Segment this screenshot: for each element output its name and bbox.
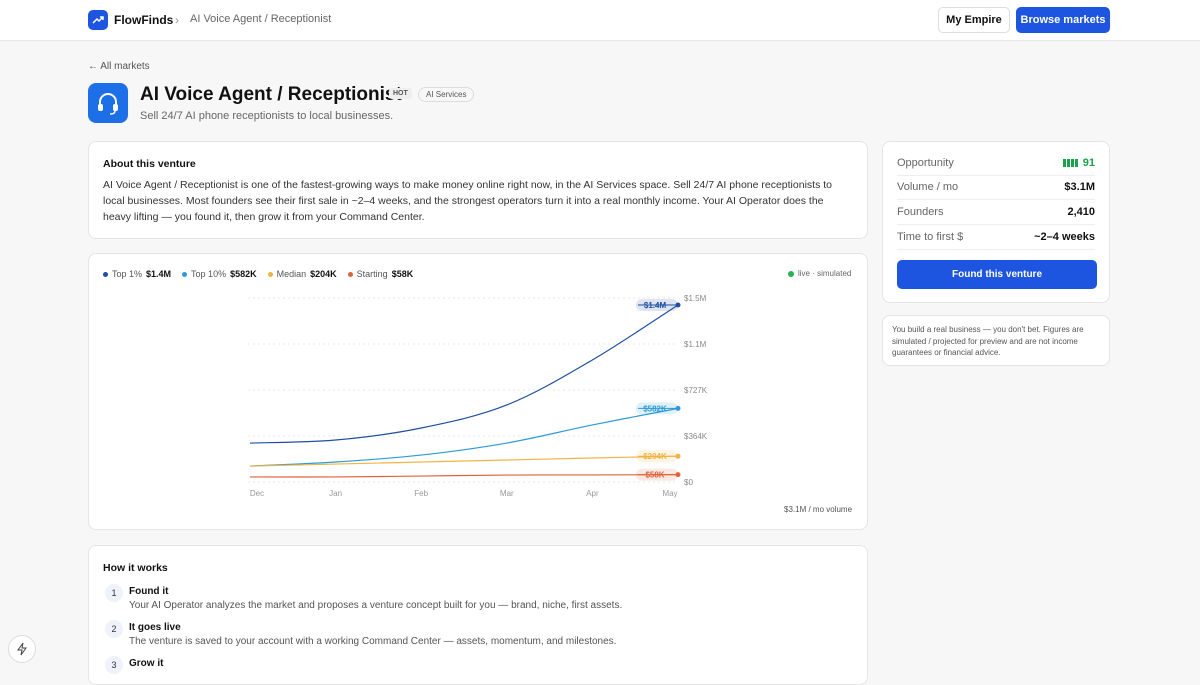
stat-value: ~2–4 weeks [1034,231,1095,243]
found-button[interactable]: Found this venture [897,260,1097,289]
legend-item: Top 1% $1.4M [103,269,171,279]
legend-dot [347,271,353,277]
stat-value: 91 [1082,157,1095,169]
legend-name: Median [276,269,307,279]
about-heading: About this venture [103,158,196,170]
legend-item: Top 10% $582K [182,269,257,279]
step-number: 1 [105,584,123,602]
end-point [675,302,681,308]
tag: AI Services [418,87,475,102]
stat-label: Opportunity [897,157,954,169]
brand[interactable]: FlowFinds [114,13,174,27]
step-title: Found it [129,586,169,597]
legend-dot [267,271,273,277]
legend-name: Top 10% [191,269,227,279]
assist-button[interactable] [8,635,36,663]
legend-name: Top 1% [112,269,143,279]
x-tick-label: Jan [329,489,342,498]
legend-item: Starting $58K [347,269,414,279]
step-text: The venture is saved to your account wit… [129,636,617,647]
about-card: About this venture AI Voice Agent / Rece… [88,141,868,239]
step-title: It goes live [129,622,181,633]
y-tick-label: $364K [684,432,708,441]
status-text: live · simulated [798,269,852,278]
y-tick-label: $1.1M [684,340,707,349]
stat-row: Time to first $ ~2–4 weeks [897,225,1095,250]
legend-value: $1.4M [146,269,172,279]
legend-name: Starting [356,269,388,279]
y-tick-label: $0 [684,478,693,487]
y-tick-label: $1.5M [684,294,707,303]
series-line [249,407,679,467]
legend-dot [182,271,188,277]
x-tick-label: May [662,489,677,498]
bolt-icon [17,642,27,656]
disclaimer: You build a real business — you don't be… [892,325,1084,357]
legend-value: $58K [391,269,414,279]
stat-label: Founders [897,206,944,218]
end-point [675,472,681,478]
stat-label: Time to first $ [897,231,964,243]
status-dot [788,270,794,277]
x-tick-label: Dec [250,489,264,498]
venture-subtitle: Sell 24/7 AI phone receptionists to loca… [140,110,394,122]
legend-value: $204K [310,269,337,279]
stat-row: Opportunity 91 [897,151,1095,176]
x-tick-label: Apr [586,489,599,498]
end-point [675,453,681,459]
signal-bars [1062,159,1078,167]
x-tick-label: Mar [500,489,514,498]
series-line [249,304,679,444]
step-number: 2 [105,620,123,638]
disclaimer-card: You build a real business — you don't be… [882,315,1110,366]
x-tick-label: Feb [414,489,428,498]
venture-icon [88,83,128,123]
how-heading: How it works [103,562,168,574]
venture-title: AI Voice Agent / Receptionist [140,84,402,105]
top-bar: FlowFinds › AI Voice Agent / Receptionis… [0,0,1200,41]
how-card: How it works 1 Found it Your AI Operator a… [88,545,868,685]
stat-value: $3.1M [1064,181,1095,193]
y-tick-label: $727K [684,386,708,395]
stat-score: 91 [1062,157,1095,169]
series-line [249,474,679,478]
chart-note: $3.1M / mo volume [784,505,853,514]
legend-value: $582K [230,269,257,279]
series-line [249,455,679,467]
legend-item: Median $204K [267,269,337,279]
legend: Top 1% $1.4M Top 10% $582K Median $204K Starti… [103,269,413,279]
legend-dot [103,271,108,277]
step-text: Your AI Operator analyzes the market and… [129,600,623,611]
breadcrumb-separator: › [175,13,179,27]
chart: $0 $364K $727K $1.1M $1.5M Dec Jan Feb Mar Apr May… [248,294,708,498]
step-number: 3 [105,656,123,674]
step-title: Grow it [129,658,164,669]
stat-label: Volume / mo [897,181,959,193]
logo[interactable] [88,10,108,30]
stats-card: Opportunity 91 Volume / mo $3.1M Founders 2… [882,141,1110,303]
back-link[interactable]: ← All markets [88,61,150,72]
my-empire-button[interactable]: My Empire [938,7,1010,33]
browse-markets-button[interactable]: Browse markets [1016,7,1110,33]
stat-row: Founders 2,410 [897,200,1095,225]
stat-value: 2,410 [1067,206,1095,218]
breadcrumb: AI Voice Agent / Receptionist [190,13,332,25]
logo-icon [92,16,104,24]
headset-icon [98,93,118,115]
chart-card [88,253,868,530]
hot-badge: HOT [389,88,412,99]
stat-row: Volume / mo $3.1M [897,175,1095,200]
end-point [675,405,681,411]
status: live · simulated [788,269,851,278]
about-text: AI Voice Agent / Receptionist is one of … [103,179,832,223]
